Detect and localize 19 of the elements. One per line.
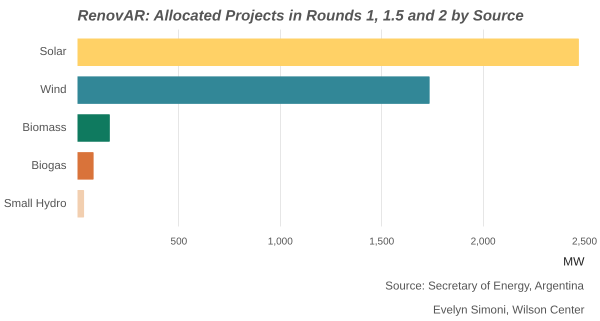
y-tick-label: Biogas	[31, 160, 67, 172]
bar	[78, 114, 110, 142]
bar	[78, 38, 579, 66]
bar	[78, 190, 84, 218]
y-tick-label: Small Hydro	[4, 198, 67, 210]
x-tick-label: 500	[170, 236, 188, 248]
y-tick-label: Solar	[40, 46, 67, 58]
text: Evelyn Simoni, Wilson Center	[433, 304, 585, 316]
bar	[78, 76, 430, 104]
chart-title: RenovAR: Allocated Projects in Rounds 1, 1.5 and 2 by Source	[78, 8, 524, 24]
y-tick-label: Wind	[40, 84, 66, 96]
x-axis-title: MW	[563, 254, 586, 268]
x-tick-label: 2,000	[470, 236, 496, 248]
x-tick-label: 2,500	[572, 236, 598, 248]
bar	[78, 152, 94, 180]
x-tick-label: 1,500	[369, 236, 395, 248]
source-note: Source: Secretary of Energy, Argentina	[385, 280, 584, 292]
y-tick-label: Biomass	[22, 122, 67, 134]
x-tick-label: 1,000	[268, 236, 294, 248]
